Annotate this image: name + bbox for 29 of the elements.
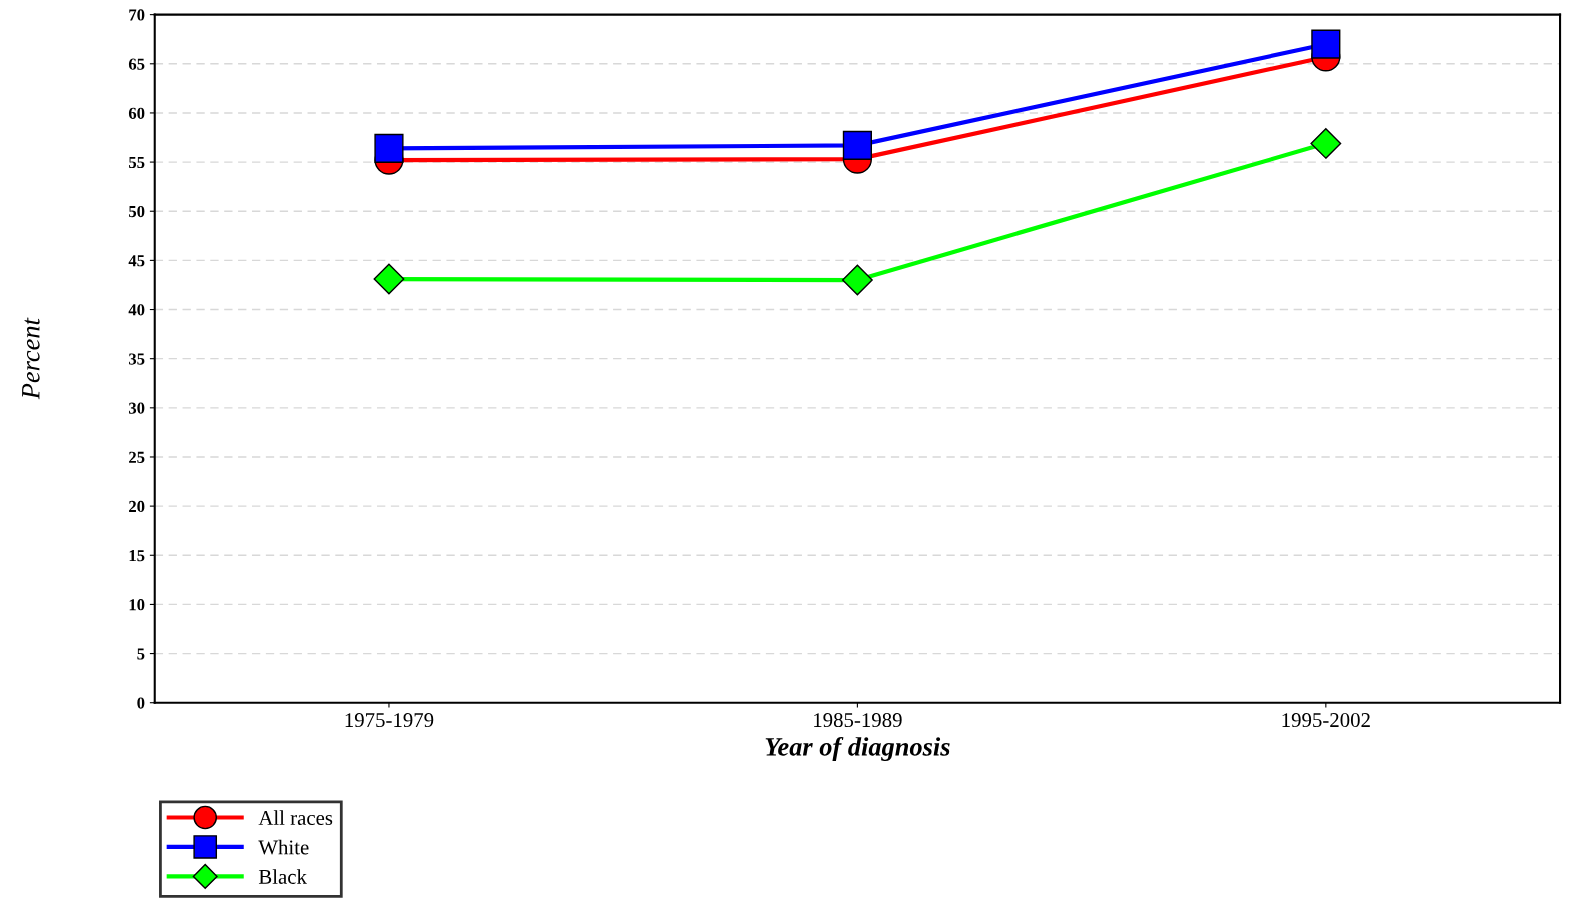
y-tick-label: 35 <box>128 353 145 365</box>
x-tick-label: 1985-1989 <box>814 713 902 728</box>
y-tick-label: 30 <box>128 402 145 414</box>
y-tick-label: 25 <box>129 451 145 463</box>
legend-label: All races <box>258 810 333 826</box>
legend-label: White <box>258 839 309 855</box>
y-tick-label: 45 <box>128 255 145 267</box>
y-axis-title: Percent <box>22 317 40 400</box>
point <box>374 133 404 163</box>
y-tick-label: 65 <box>128 58 145 70</box>
y-tick-label: 15 <box>129 550 145 562</box>
x-axis-title: Year of diagnosis <box>765 736 950 762</box>
point <box>1310 127 1342 159</box>
y-tick-label: 70 <box>129 9 145 21</box>
point <box>841 264 873 296</box>
y-tick-label: 0 <box>137 697 145 709</box>
legend-label: Black <box>258 869 307 884</box>
point <box>373 263 405 295</box>
y-tick-label: 55 <box>129 156 145 169</box>
y-tick-label: 50 <box>129 205 145 218</box>
y-tick-label: 5 <box>137 648 145 660</box>
y-tick-label: 20 <box>129 500 145 513</box>
y-tick-label: 60 <box>128 107 145 119</box>
y-tick-label: 40 <box>128 304 145 316</box>
point <box>1311 29 1341 59</box>
x-tick-label: 1975-1979 <box>345 713 434 728</box>
y-tick-label: 10 <box>129 599 145 611</box>
point <box>842 130 872 160</box>
x-tick-label: 1995-2002 <box>1282 713 1370 728</box>
